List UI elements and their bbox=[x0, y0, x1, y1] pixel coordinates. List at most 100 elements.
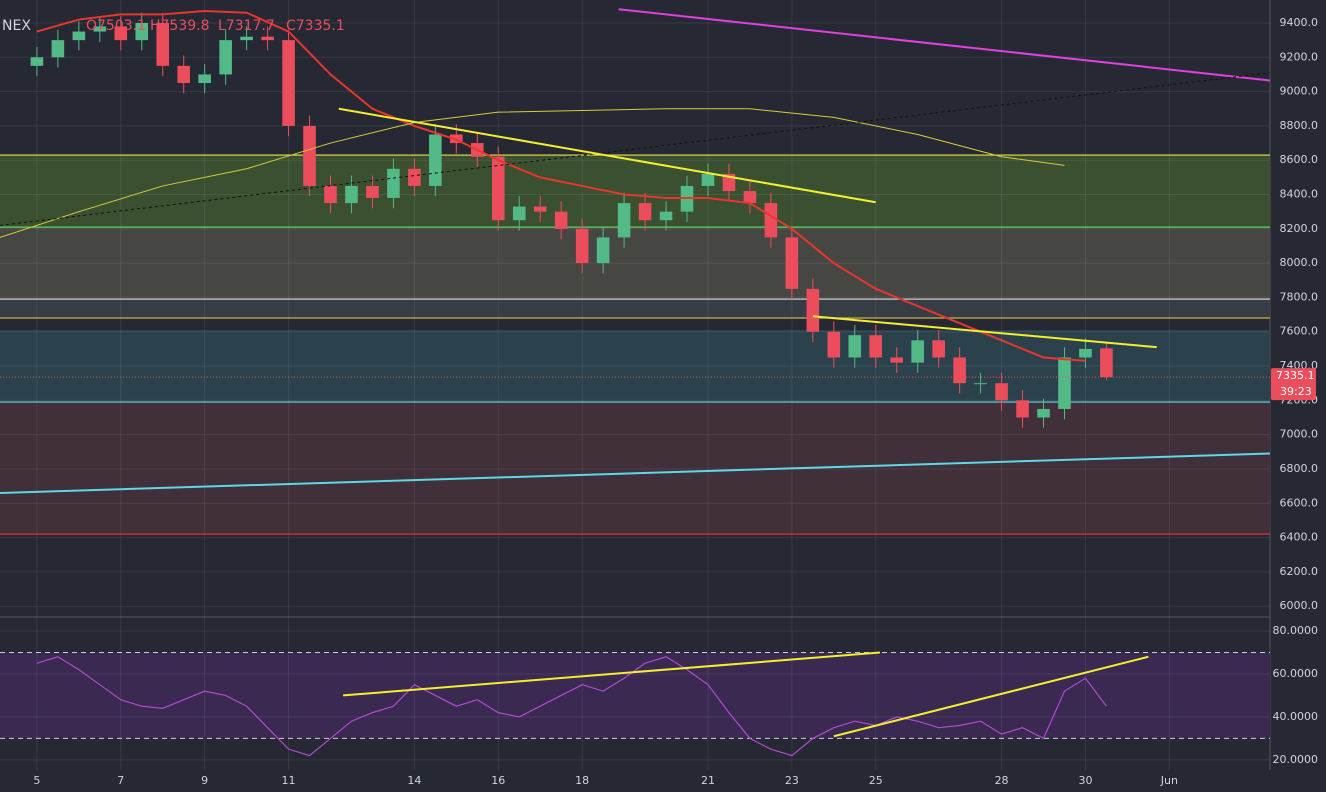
candle-body bbox=[1037, 408, 1050, 418]
x-tick-label: 11 bbox=[282, 774, 296, 787]
candle-body bbox=[282, 40, 295, 126]
x-tick-label: 16 bbox=[491, 774, 505, 787]
trend-line bbox=[338, 107, 876, 204]
y-tick-label: 9200.0 bbox=[1280, 50, 1319, 63]
trend-line bbox=[0, 452, 1271, 494]
y-tick-label: 9000.0 bbox=[1280, 85, 1319, 98]
candle-body bbox=[869, 335, 883, 358]
candle-body bbox=[303, 125, 316, 186]
trend-line bbox=[812, 315, 1157, 349]
y-tick-label: 6200.0 bbox=[1280, 565, 1319, 578]
y-tick-label: 40.0000 bbox=[1273, 710, 1319, 723]
y-tick-label: 8400.0 bbox=[1280, 188, 1319, 201]
candle-body bbox=[974, 383, 987, 385]
candle-body bbox=[806, 288, 820, 332]
countdown: 39:23 bbox=[1280, 385, 1312, 398]
x-tick-label: 21 bbox=[701, 774, 715, 787]
y-tick-label: 8600.0 bbox=[1280, 153, 1319, 166]
y-tick-label: 9400.0 bbox=[1280, 16, 1319, 29]
candle-body bbox=[638, 203, 652, 221]
trend-line bbox=[618, 8, 1271, 82]
candle-body bbox=[743, 191, 757, 204]
candle-body bbox=[596, 237, 610, 264]
ohlc-open: O7503.1 bbox=[86, 18, 146, 34]
moving-average bbox=[0, 108, 1065, 238]
candle-body bbox=[198, 74, 211, 84]
x-tick-label: 7 bbox=[117, 774, 124, 787]
y-tick-label: 6600.0 bbox=[1280, 496, 1319, 509]
zone bbox=[0, 299, 1270, 319]
last-price-label: 7335.1 bbox=[1276, 369, 1315, 382]
candle-body bbox=[764, 203, 778, 238]
x-tick-label: 9 bbox=[201, 774, 208, 787]
candle-body bbox=[827, 331, 841, 358]
candle-body bbox=[491, 156, 505, 221]
rsi-line bbox=[36, 656, 1107, 757]
ohlc-high: H7539.8 bbox=[150, 18, 210, 34]
candle-body bbox=[953, 357, 966, 384]
candle-body bbox=[1058, 357, 1071, 409]
candle-body bbox=[659, 211, 673, 221]
y-tick-label: 6800.0 bbox=[1280, 462, 1319, 475]
candle-body bbox=[890, 357, 904, 363]
candle-body bbox=[533, 206, 547, 212]
ohlc-low: L7317.7 bbox=[218, 18, 275, 34]
y-tick-label: 6400.0 bbox=[1280, 531, 1319, 544]
x-tick-label: 14 bbox=[407, 774, 421, 787]
ticker: NEX bbox=[2, 18, 31, 34]
candle-body bbox=[408, 168, 421, 186]
candle-body bbox=[1016, 400, 1029, 418]
candle-body bbox=[114, 26, 128, 41]
candle-body bbox=[135, 22, 149, 41]
plot-layer bbox=[0, 0, 1271, 770]
candle-body bbox=[72, 31, 86, 41]
trend-line bbox=[833, 655, 1149, 738]
candle-body bbox=[932, 340, 945, 358]
zone bbox=[0, 155, 1270, 228]
panel bbox=[0, 617, 1270, 770]
candle-body bbox=[30, 57, 44, 66]
moving-average bbox=[36, 9, 1086, 362]
candle-body bbox=[701, 173, 715, 186]
x-tick-label: 30 bbox=[1078, 774, 1092, 787]
y-tick-label: 7600.0 bbox=[1280, 325, 1319, 338]
candle-body bbox=[93, 26, 107, 32]
y-tick-label: 80.0000 bbox=[1273, 624, 1319, 637]
y-tick-label: 20.0000 bbox=[1273, 753, 1319, 766]
y-tick-label: 8000.0 bbox=[1280, 256, 1319, 269]
candle-body bbox=[429, 134, 442, 186]
y-tick-label: 8200.0 bbox=[1280, 222, 1319, 235]
candle-body bbox=[1079, 348, 1092, 358]
x-tick-label: 25 bbox=[869, 774, 883, 787]
candle-body bbox=[617, 203, 631, 238]
candle-body bbox=[219, 40, 232, 75]
x-tick-label: 18 bbox=[575, 774, 589, 787]
candle-body bbox=[575, 228, 589, 264]
candle-body bbox=[848, 335, 862, 358]
candle-body bbox=[387, 168, 400, 198]
candle-body bbox=[240, 36, 253, 41]
y-tick-label: 8800.0 bbox=[1280, 119, 1319, 132]
candle-body bbox=[345, 185, 358, 204]
x-tick-label: Jun bbox=[1160, 774, 1178, 787]
candle-body bbox=[554, 211, 568, 229]
candle-body bbox=[366, 185, 379, 198]
y-tick-label: 7000.0 bbox=[1280, 428, 1319, 441]
candle-body bbox=[1100, 348, 1113, 378]
candle-body bbox=[177, 65, 190, 84]
panel bbox=[0, 0, 1271, 617]
x-tick-label: 23 bbox=[785, 774, 799, 787]
zone bbox=[0, 227, 1270, 300]
candle-body bbox=[785, 237, 799, 289]
candle-body bbox=[261, 36, 274, 41]
y-tick-label: 7800.0 bbox=[1280, 290, 1319, 303]
zone bbox=[0, 402, 1270, 535]
x-tick-label: 5 bbox=[33, 774, 40, 787]
y-tick-label: 60.0000 bbox=[1273, 667, 1319, 680]
candle-body bbox=[911, 340, 924, 363]
rsi-band bbox=[0, 652, 1270, 739]
last-price-tag bbox=[1271, 368, 1316, 401]
x-tick-label: 28 bbox=[995, 774, 1009, 787]
